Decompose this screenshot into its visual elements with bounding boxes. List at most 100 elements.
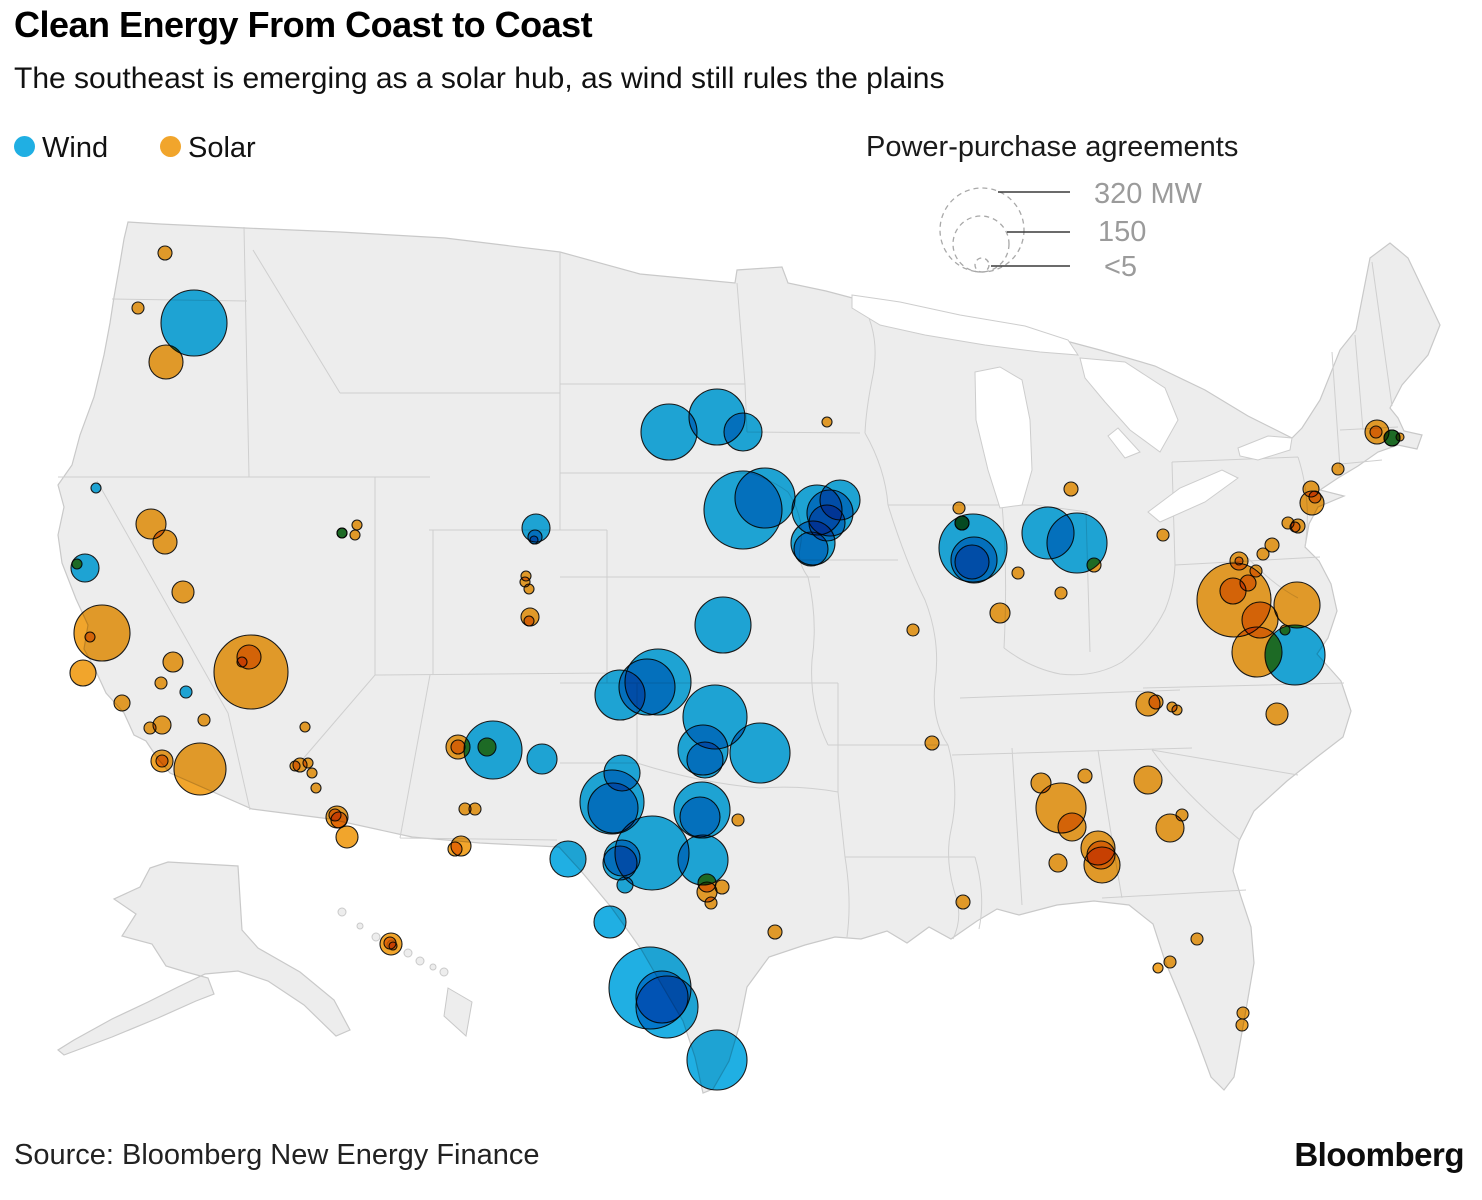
bubble-wind	[686, 741, 724, 779]
bubble-solar	[1369, 425, 1383, 439]
bubble-solar	[1395, 432, 1405, 442]
bubble-wind	[587, 782, 639, 834]
bubble-solar	[477, 737, 497, 757]
bubble-wind	[526, 743, 558, 775]
bubble-solar	[731, 813, 745, 827]
bubble-solar	[349, 529, 361, 541]
alaska	[56, 861, 351, 1056]
bubble-solar	[1077, 768, 1093, 784]
bubble-solar	[1054, 586, 1068, 600]
bubble-wind	[808, 504, 846, 542]
bubble-solar	[1011, 566, 1025, 580]
bubble-solar	[1063, 481, 1079, 497]
bubble-solar	[157, 245, 173, 261]
source-credit: Source: Bloomberg New Energy Finance	[14, 1139, 540, 1171]
bubble-solar	[1175, 808, 1189, 822]
saginaw-bay	[1107, 427, 1141, 459]
bubble-solar	[1163, 955, 1177, 969]
bubble-solar	[155, 754, 169, 768]
bubble-solar	[148, 344, 184, 380]
bubble-solar	[1148, 694, 1164, 710]
bubble-solar	[1155, 813, 1185, 843]
bubble-solar	[767, 924, 783, 940]
bubble-solar	[171, 580, 195, 604]
bubble-solar	[1289, 521, 1301, 533]
solar-legend-label: Solar	[188, 132, 256, 164]
bubble-wind	[729, 722, 791, 784]
bubble-solar	[1308, 490, 1322, 504]
bubble-solar	[989, 602, 1011, 624]
bubble-solar	[302, 757, 314, 769]
bubble-wind	[616, 876, 634, 894]
bubble-solar	[306, 767, 318, 779]
bubble-solar	[1331, 462, 1345, 476]
lake-superior	[851, 294, 1079, 356]
bubble-solar	[131, 301, 145, 315]
bubble-solar	[1256, 547, 1270, 561]
bubble-solar	[113, 694, 131, 712]
bubble-solar	[906, 623, 920, 637]
bubble-solar	[468, 802, 482, 816]
lake-erie	[1147, 469, 1239, 523]
bubble-solar	[1239, 574, 1257, 592]
bubble-wind	[640, 403, 698, 461]
bubble-solar	[1048, 853, 1068, 873]
bubble-solar	[1235, 1018, 1249, 1032]
bloomberg-logo: Bloomberg	[1294, 1136, 1464, 1173]
bubble-solar	[336, 527, 348, 539]
bubble-solar	[162, 651, 184, 673]
bubble-wind	[529, 535, 539, 545]
bubble-solar	[1190, 932, 1204, 946]
solar-legend-dot	[160, 136, 181, 157]
bubble-solar	[523, 583, 535, 595]
bubble-wind	[723, 412, 763, 452]
size-leader-lines	[991, 191, 1070, 267]
size-circle-max	[939, 187, 1025, 273]
bubble-wind	[679, 796, 721, 838]
bubble-solar	[73, 604, 131, 662]
bubble-solar	[1264, 537, 1280, 553]
bubble-solar	[714, 879, 730, 895]
bubble-solar	[351, 519, 363, 531]
bubble-solar	[388, 941, 398, 951]
lake-michigan	[974, 366, 1033, 509]
bubble-solar	[447, 841, 463, 857]
bubble-solar	[197, 713, 211, 727]
bubble-solar	[955, 894, 971, 910]
hawaii	[337, 907, 473, 1037]
bubble-solar	[1236, 1006, 1250, 1020]
bubble-layer	[69, 245, 1405, 1091]
bubble-solar	[330, 811, 348, 829]
bubble-wind	[734, 467, 796, 529]
bubble-solar	[152, 529, 178, 555]
bubble-solar	[1057, 812, 1087, 842]
bubble-solar	[1273, 581, 1321, 629]
bubble-solar	[1152, 962, 1164, 974]
size-legend-title: Power-purchase agreements	[866, 131, 1239, 163]
size-legend-max-label: 320 MW	[1094, 178, 1202, 210]
bubble-wind	[179, 685, 193, 699]
bubble-solar	[924, 735, 940, 751]
size-circle-mid	[952, 215, 1010, 273]
bubble-solar	[143, 721, 157, 735]
bubble-wind	[793, 531, 829, 567]
bubble-wind	[954, 544, 990, 580]
bubble-solar	[952, 501, 966, 515]
bubble-solar	[299, 721, 311, 733]
wind-legend-label: Wind	[42, 132, 109, 164]
bubble-solar	[954, 515, 970, 531]
bubble-wind	[160, 289, 228, 357]
bubble-solar	[821, 416, 833, 428]
bubble-solar	[1086, 557, 1102, 573]
page-title: Clean Energy From Coast to Coast	[14, 4, 593, 45]
bubble-wind	[549, 840, 587, 878]
bubble-solar	[1279, 624, 1291, 636]
size-legend-min-label: <5	[1104, 251, 1138, 283]
bubble-solar	[335, 825, 359, 849]
bubble-solar	[523, 615, 535, 627]
bubble-solar	[173, 742, 227, 796]
bubble-solar	[1171, 704, 1183, 716]
size-circle-min	[974, 257, 990, 273]
size-legend-mid-label: 150	[1098, 216, 1147, 248]
bubble-solar	[704, 896, 718, 910]
